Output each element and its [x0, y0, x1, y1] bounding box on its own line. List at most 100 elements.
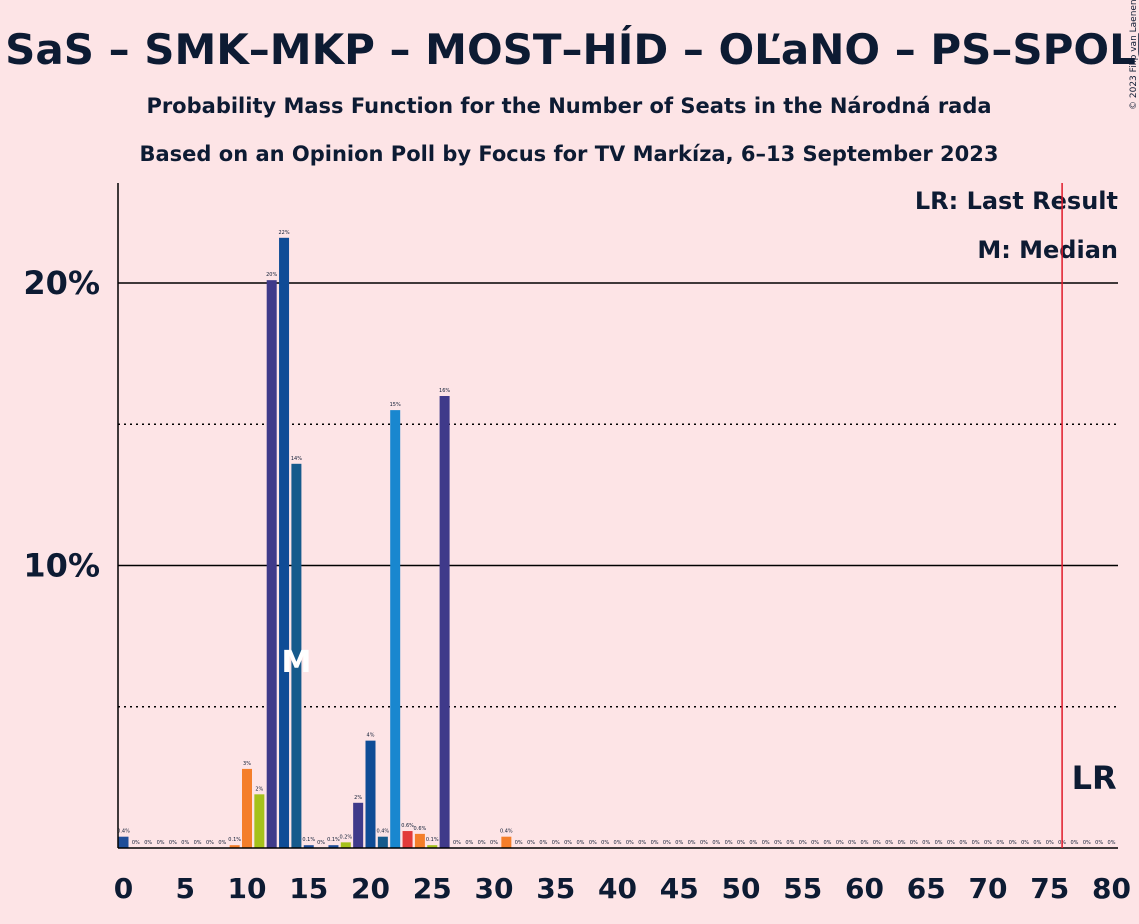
bar-label-seat-8: 0% — [218, 840, 226, 846]
bar-label-seat-53: 0% — [774, 840, 782, 846]
bar-label-seat-71: 0% — [996, 840, 1004, 846]
x-tick-label: 30 — [475, 872, 514, 905]
x-tick-label: 40 — [598, 872, 637, 905]
bar-label-seat-38: 0% — [589, 840, 597, 846]
legend-median: M: Median — [977, 236, 1118, 264]
bar-seat-9 — [229, 845, 240, 848]
bar-seat-24 — [414, 833, 425, 848]
bar-label-seat-11: 2% — [255, 786, 263, 792]
bar-label-seat-26: 16% — [439, 388, 450, 394]
chart-source: Based on an Opinion Poll by Focus for TV… — [140, 142, 999, 166]
x-tick-label: 35 — [536, 872, 575, 905]
x-tick-label: 70 — [969, 872, 1008, 905]
bar-label-seat-40: 0% — [614, 840, 622, 846]
bar-label-seat-34: 0% — [539, 840, 547, 846]
bar-label-seat-77: 0% — [1070, 840, 1078, 846]
x-tick-label: 15 — [289, 872, 328, 905]
bar-label-seat-74: 0% — [1033, 840, 1041, 846]
bar-label-seat-6: 0% — [194, 840, 202, 846]
bar-label-seat-23: 0.6% — [401, 823, 414, 829]
bar-label-seat-36: 0% — [564, 840, 572, 846]
bar-label-seat-41: 0% — [626, 840, 634, 846]
bar-label-seat-72: 0% — [1009, 840, 1017, 846]
bar-label-seat-48: 0% — [712, 840, 720, 846]
y-tick-label: 10% — [23, 547, 100, 585]
bar-label-seat-18: 0.2% — [339, 834, 352, 840]
y-tick-label: 20% — [23, 264, 100, 302]
legend-last-result: LR: Last Result — [915, 187, 1118, 215]
bar-label-seat-54: 0% — [786, 840, 794, 846]
bar-label-seat-7: 0% — [206, 840, 214, 846]
bar-label-seat-37: 0% — [576, 840, 584, 846]
bar-label-seat-49: 0% — [725, 840, 733, 846]
bar-label-seat-13: 22% — [278, 230, 289, 236]
bar-label-seat-19: 2% — [354, 795, 362, 801]
bar-label-seat-80: 0% — [1108, 840, 1116, 846]
bars — [118, 237, 512, 849]
bar-label-seat-2: 0% — [144, 840, 152, 846]
bar-label-seat-28: 0% — [465, 840, 473, 846]
bar-label-seat-14: 14% — [291, 456, 302, 462]
bar-label-seat-31: 0.4% — [500, 829, 513, 835]
bar-seat-12 — [266, 280, 277, 848]
bar-label-seat-0: 0.4% — [117, 829, 130, 835]
bar-seat-22 — [390, 410, 401, 848]
bar-seat-18 — [340, 842, 351, 848]
bar-label-seat-32: 0% — [515, 840, 523, 846]
bar-seat-20 — [365, 740, 376, 848]
chart-subtitle: Probability Mass Function for the Number… — [146, 94, 991, 118]
bar-label-seat-24: 0.6% — [414, 826, 427, 832]
bar-label-seat-10: 3% — [243, 761, 251, 767]
bar-seat-11 — [254, 794, 265, 848]
bar-label-seat-3: 0% — [157, 840, 165, 846]
bar-seat-26 — [439, 396, 450, 848]
x-axis: 0 5 10 15 20 25 30 35 40 45 50 55 60 65 70 75 80 — [114, 847, 1131, 905]
bar-label-seat-62: 0% — [885, 840, 893, 846]
bar-label-seat-64: 0% — [910, 840, 918, 846]
bar-label-seat-15: 0.1% — [302, 837, 315, 843]
bar-seat-15 — [303, 845, 314, 848]
x-tick-label: 45 — [660, 872, 699, 905]
bar-label-seat-16: 0% — [317, 840, 325, 846]
bar-label-seat-39: 0% — [601, 840, 609, 846]
bar-seat-31 — [501, 836, 512, 848]
bar-label-seat-78: 0% — [1083, 840, 1091, 846]
bar-label-seat-52: 0% — [762, 840, 770, 846]
bar-label-seat-69: 0% — [972, 840, 980, 846]
x-tick-label: 60 — [845, 872, 884, 905]
bar-seat-19 — [353, 802, 364, 848]
bar-label-seat-68: 0% — [959, 840, 967, 846]
bar-label-seat-42: 0% — [638, 840, 646, 846]
x-tick-label: 5 — [176, 872, 195, 905]
bar-label-seat-65: 0% — [922, 840, 930, 846]
x-tick-label: 50 — [722, 872, 761, 905]
bar-label-seat-75: 0% — [1046, 840, 1054, 846]
last-result-label: LR — [1072, 759, 1117, 797]
median-marker: M — [281, 645, 311, 680]
x-tick-label: 0 — [114, 872, 133, 905]
bar-seat-21 — [377, 836, 388, 848]
bar-label-seat-12: 20% — [266, 272, 277, 278]
bar-label-seat-45: 0% — [675, 840, 683, 846]
bar-label-seat-73: 0% — [1021, 840, 1029, 846]
bar-value-labels: 0.4%0% 0% 0% 0% 0% 0% 0% 0% 0.1%3%2%20%22%14%0.1… — [117, 230, 1116, 846]
bar-label-seat-60: 0% — [861, 840, 869, 846]
bar-label-seat-20: 4% — [367, 733, 375, 739]
x-tick-label: 25 — [413, 872, 452, 905]
bar-label-seat-44: 0% — [663, 840, 671, 846]
bar-label-seat-9: 0.1% — [228, 837, 241, 843]
bar-label-seat-61: 0% — [873, 840, 881, 846]
bar-label-seat-30: 0% — [490, 840, 498, 846]
x-tick-label: 10 — [228, 872, 267, 905]
x-tick-label: 75 — [1030, 872, 1069, 905]
bar-label-seat-50: 0% — [737, 840, 745, 846]
bar-label-seat-25: 0.1% — [426, 837, 439, 843]
x-tick-label: 65 — [907, 872, 946, 905]
bar-label-seat-27: 0% — [453, 840, 461, 846]
bar-seat-13 — [279, 237, 290, 849]
bar-label-seat-58: 0% — [836, 840, 844, 846]
bar-label-seat-47: 0% — [700, 840, 708, 846]
bar-label-seat-59: 0% — [848, 840, 856, 846]
bar-label-seat-5: 0% — [181, 840, 189, 846]
